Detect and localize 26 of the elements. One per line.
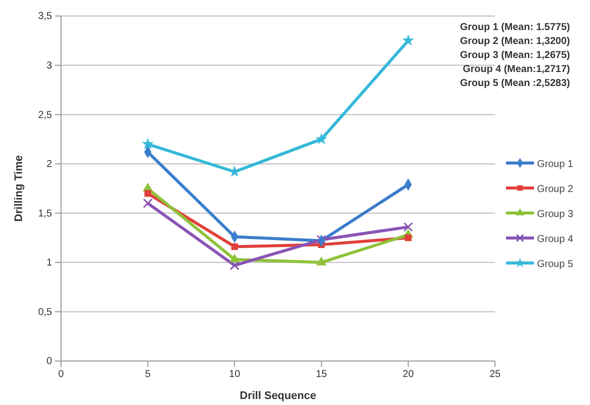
annotation: Group 1 (Mean: 1.5775) <box>460 22 570 33</box>
x-tick-label: 10 <box>229 369 241 380</box>
y-tick-label: 3,5 <box>38 11 52 22</box>
x-tick-label: 15 <box>316 369 328 380</box>
annotation: Group 2 (Mean: 1,3200) <box>460 36 570 47</box>
legend-label: Group 1 <box>537 159 574 170</box>
x-axis-title: Drill Sequence <box>240 390 316 402</box>
x-tick-label: 0 <box>58 369 64 380</box>
x-tick-label: 5 <box>145 369 152 380</box>
y-tick-label: 0,5 <box>38 306 52 318</box>
y-tick-label: 2,5 <box>38 110 52 121</box>
x-tick-label: 20 <box>402 369 414 380</box>
y-tick-label: 0 <box>46 356 52 368</box>
annotation: Group 3 (Mean: 1,2675) <box>460 50 570 61</box>
y-tick-label: 1,5 <box>38 208 52 220</box>
x-tick-label: 25 <box>489 369 501 380</box>
legend-label: Group 5 <box>537 259 574 270</box>
legend-label: Group 2 <box>537 184 574 195</box>
y-tick-label: 3 <box>46 60 52 72</box>
legend-label: Group 4 <box>537 234 574 245</box>
y-tick-label: 1 <box>46 258 52 269</box>
annotation: Group 5 (Mean :2,5283) <box>460 78 570 89</box>
y-tick-label: 2 <box>46 159 52 170</box>
legend-label: Group 3 <box>537 209 574 220</box>
y-axis-title: Drilling Time <box>13 155 25 222</box>
annotation: Group 4 (Mean:1,2717) <box>462 64 570 75</box>
